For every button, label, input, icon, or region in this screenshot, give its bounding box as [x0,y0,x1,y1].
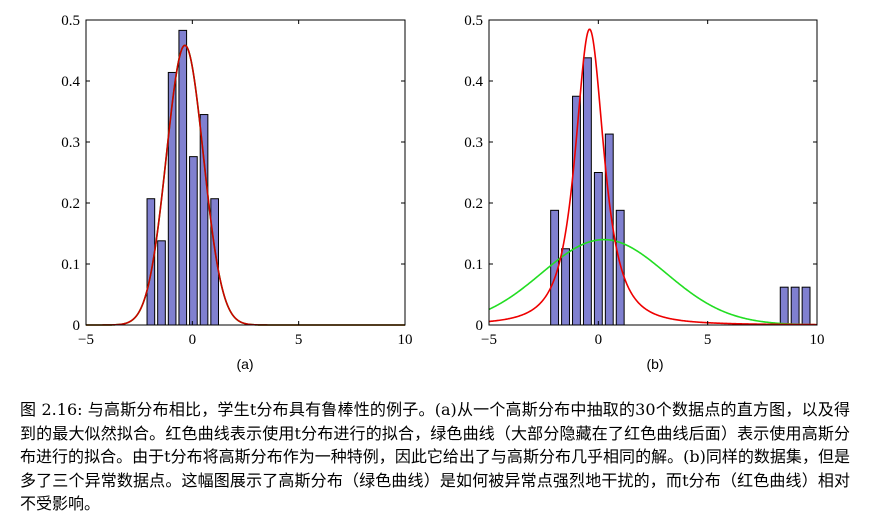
x-tick-label: 10 [398,332,413,348]
x-tick-label: −5 [481,332,497,348]
y-tick-label: 0.2 [464,196,483,212]
histogram-bar [189,156,198,326]
y-tick-label: 0.3 [61,135,80,151]
x-tick-label: 10 [810,332,825,348]
gaussian-fit-curve [488,238,818,326]
histogram-bar [582,57,592,326]
plot-frame [488,19,818,326]
y-tick-label: 0.5 [61,13,80,29]
histogram-bar [178,29,188,326]
histogram-bar [593,172,603,326]
y-tick-label: 0 [476,318,484,334]
y-tick-label: 0.5 [464,13,483,29]
histogram-bar [790,286,800,326]
histogram-bar [157,240,166,326]
y-tick-label: 0.1 [61,257,80,273]
gaussian-fit-curve [86,44,405,326]
panel-sublabel: (b) [646,356,663,372]
x-tick-label: 0 [595,332,603,348]
y-tick-label: 0.3 [464,135,483,151]
y-tick-label: 0.2 [61,196,80,212]
histogram-bar [615,209,625,326]
x-tick-label: 5 [704,332,712,348]
histogram-bar [779,286,789,326]
figure-caption: 图 2.16: 与高斯分布相比，学生t分布具有鲁棒性的例子。(a)从一个高斯分布… [20,400,850,513]
t-distribution-fit-curve [488,28,817,326]
y-tick-label: 0 [73,318,81,334]
histogram-bar [604,133,614,326]
x-tick-label: 5 [295,332,303,348]
histogram-bar [561,248,570,326]
x-tick-label: 0 [189,332,197,348]
y-tick-label: 0.4 [464,74,483,90]
plot-frame [85,19,406,326]
histogram-bar [199,114,209,326]
y-tick-label: 0.4 [61,74,80,90]
histogram-bar [801,286,811,326]
t-distribution-fit-curve [86,44,405,326]
x-tick-label: −5 [78,332,94,348]
y-tick-label: 0.1 [464,257,483,273]
panel-sublabel: (a) [236,356,253,372]
